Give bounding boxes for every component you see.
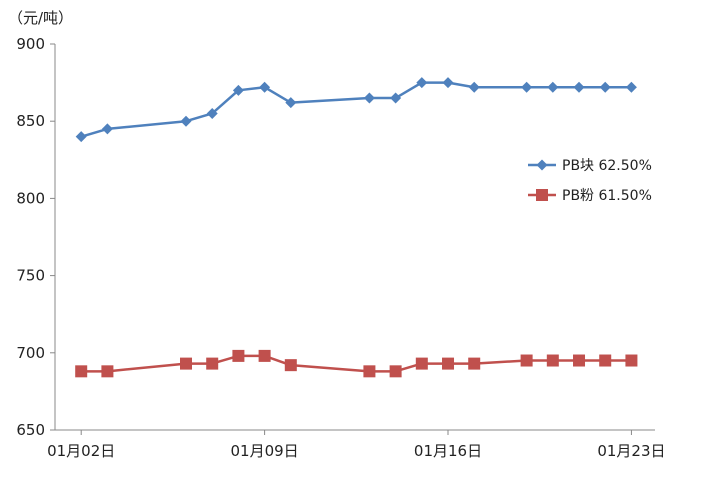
x-tick-label: 01月16日 bbox=[414, 442, 482, 460]
data-point bbox=[206, 107, 218, 119]
data-point bbox=[180, 115, 192, 127]
series-2 bbox=[75, 349, 638, 378]
legend-item: PB块 62.50% bbox=[528, 158, 652, 174]
data-point bbox=[599, 81, 611, 93]
y-tick-label: 750 bbox=[16, 267, 45, 285]
data-point bbox=[232, 84, 244, 96]
series-1 bbox=[75, 77, 637, 143]
data-point bbox=[285, 97, 297, 109]
legend-item: PB粉 61.50% bbox=[528, 188, 652, 204]
data-point bbox=[546, 354, 559, 367]
x-tick-label: 01月23日 bbox=[597, 442, 665, 460]
data-point bbox=[468, 81, 480, 93]
data-point bbox=[232, 349, 245, 362]
series-line bbox=[80, 81, 632, 138]
legend-label: PB块 62.50% bbox=[562, 158, 652, 174]
data-point bbox=[442, 77, 454, 89]
data-point bbox=[101, 123, 113, 135]
data-point bbox=[259, 81, 271, 93]
data-point bbox=[625, 354, 638, 367]
data-point bbox=[573, 354, 586, 367]
data-point bbox=[101, 365, 114, 378]
data-point bbox=[206, 357, 219, 370]
data-point bbox=[363, 365, 376, 378]
data-point bbox=[258, 349, 271, 362]
data-point bbox=[75, 365, 88, 378]
data-point bbox=[390, 92, 402, 104]
series-layer bbox=[75, 77, 638, 378]
y-tick-label: 850 bbox=[16, 112, 45, 130]
data-point bbox=[415, 357, 428, 370]
data-point bbox=[599, 354, 612, 367]
legend: PB块 62.50% PB粉 61.50% bbox=[528, 158, 652, 204]
legend-label: PB粉 61.50% bbox=[562, 188, 652, 204]
x-tick-label: 01月02日 bbox=[47, 442, 115, 460]
data-point bbox=[625, 81, 637, 93]
y-tick-label: 700 bbox=[16, 344, 45, 362]
data-point bbox=[389, 365, 402, 378]
data-point bbox=[180, 357, 193, 370]
x-tick-label: 01月09日 bbox=[231, 442, 299, 460]
y-tick-label: 650 bbox=[16, 421, 45, 439]
data-point bbox=[520, 354, 533, 367]
data-point bbox=[573, 81, 585, 93]
data-point bbox=[468, 357, 481, 370]
data-point bbox=[547, 81, 559, 93]
data-point bbox=[442, 357, 455, 370]
data-point bbox=[521, 81, 533, 93]
data-point bbox=[284, 359, 297, 372]
data-point bbox=[363, 92, 375, 104]
y-axis-ticks: 650 700 750 800 850 900 bbox=[16, 35, 55, 439]
legend-marker bbox=[536, 189, 548, 201]
x-axis-ticks: 01月02日 01月09日 01月16日 01月23日 bbox=[47, 430, 666, 460]
data-point bbox=[75, 131, 87, 143]
data-point bbox=[416, 77, 428, 89]
y-unit-label: （元/吨） bbox=[8, 9, 73, 27]
y-tick-label: 800 bbox=[16, 189, 45, 207]
legend-marker bbox=[536, 159, 548, 171]
y-tick-label: 900 bbox=[16, 35, 45, 53]
